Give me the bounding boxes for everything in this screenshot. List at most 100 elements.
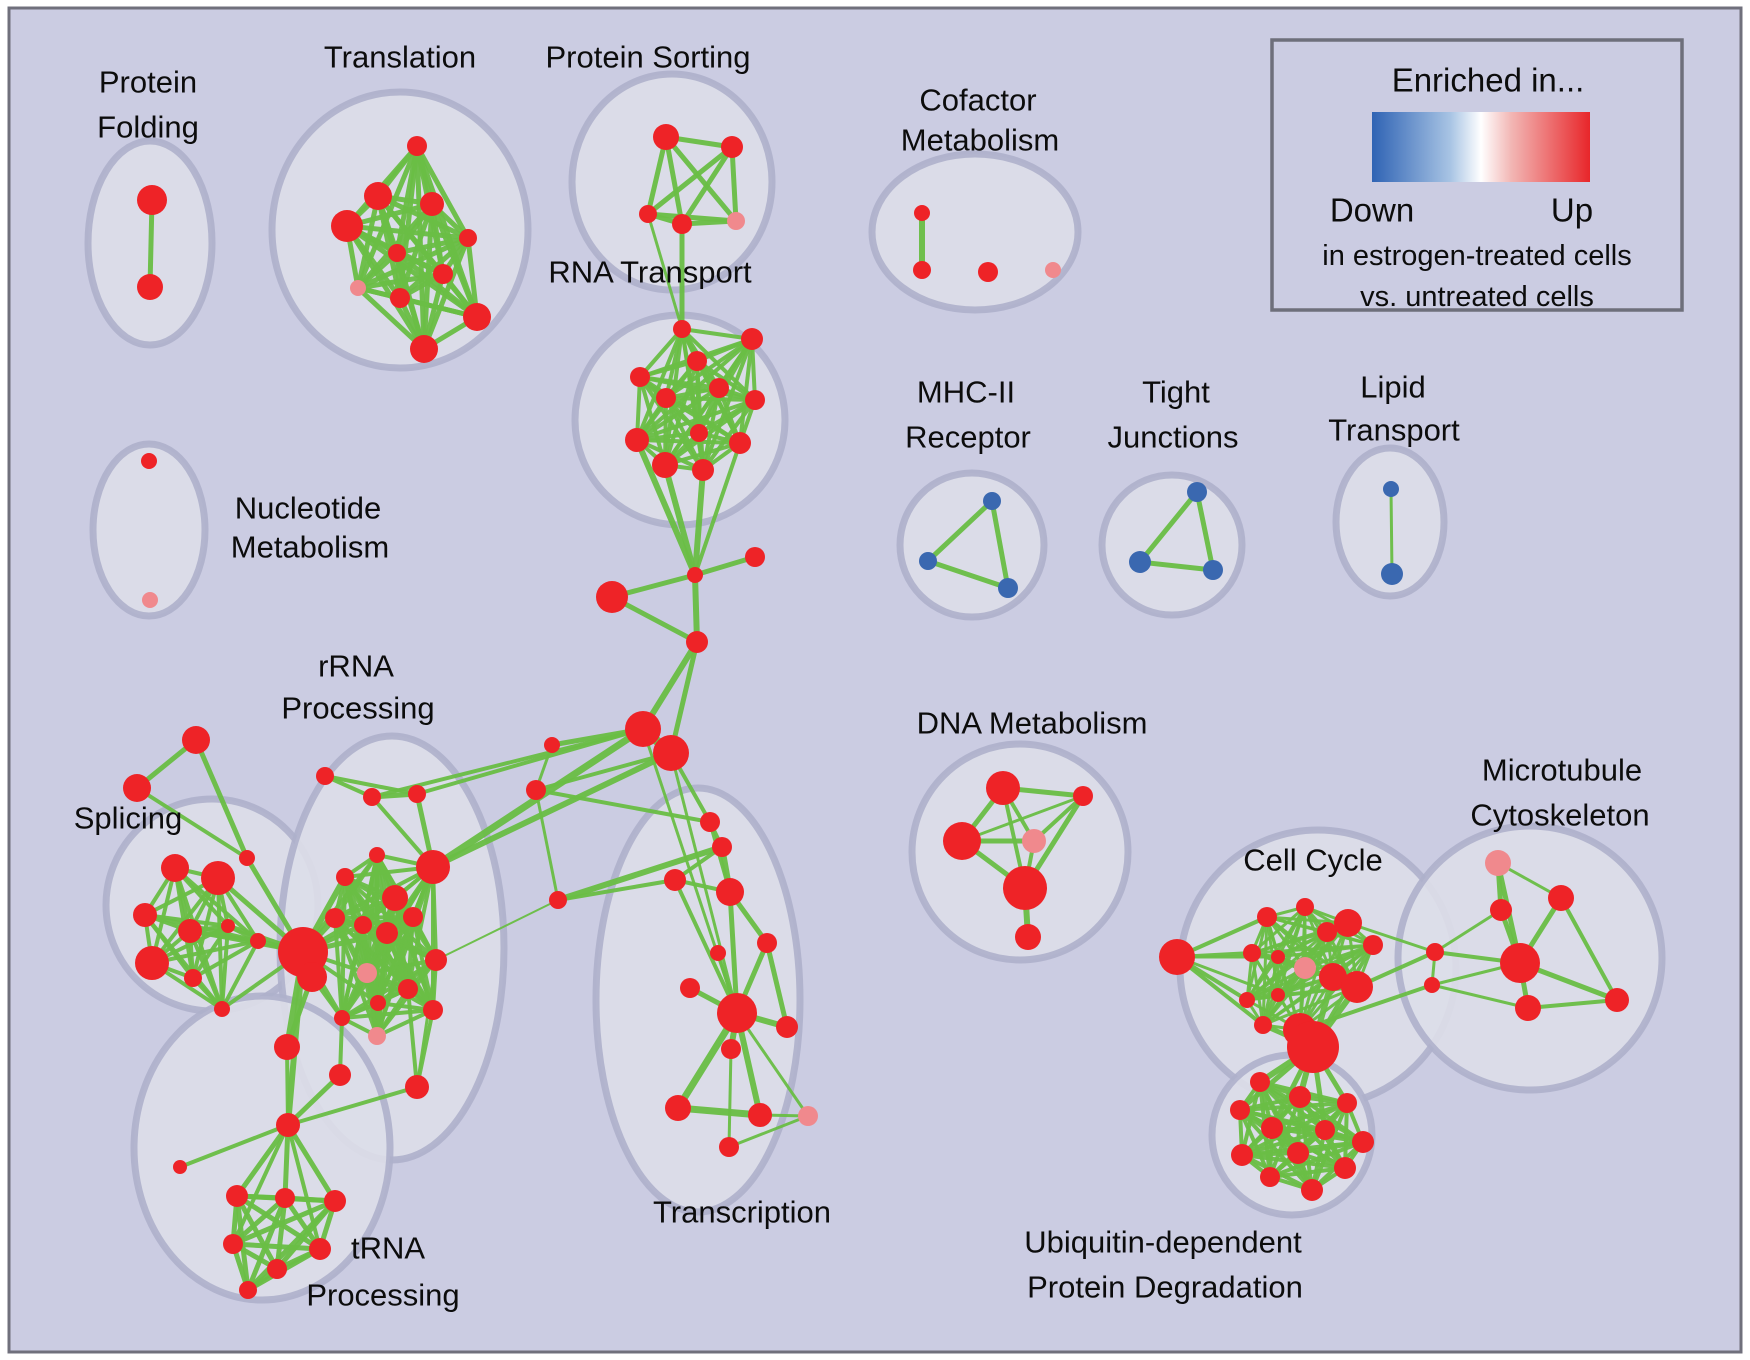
overlap-edge-h2-h4[interactable] [230,1195,288,1247]
overlap-edge-ps1-ps4[interactable] [663,134,685,227]
overlap-edge-r20-r22[interactable] [285,1072,343,1128]
gene-set-node-tj2[interactable] [1129,551,1151,573]
gene-set-node-r10[interactable] [354,916,372,934]
gene-set-node-t1[interactable] [407,136,427,156]
overlap-edge-rt9-rt10[interactable] [635,438,742,445]
gene-set-node-r13[interactable] [357,963,377,983]
overlap-edge-ps1-ps5[interactable] [663,134,739,224]
overlap-edge-r16-r18[interactable] [375,1008,435,1038]
gene-set-node-r3[interactable] [408,785,426,803]
gene-set-node-u8[interactable] [1231,1144,1253,1166]
gene-set-node-d3[interactable] [943,822,981,860]
overlap-edge-tj1-tj2[interactable] [1137,489,1200,565]
overlap-edge-ps3-rt1[interactable] [646,212,684,331]
overlap-edge-ps2-ps4[interactable] [679,144,735,227]
overlap-edge-u3-u4[interactable] [1238,1101,1349,1112]
gene-set-node-cf2[interactable] [913,261,931,279]
gene-set-node-cc13[interactable] [1254,1016,1272,1034]
gene-set-node-r18[interactable] [368,1027,386,1045]
gene-set-node-tr8[interactable] [776,1016,798,1038]
gene-set-node-s3[interactable] [133,903,157,927]
overlap-edge-mt6-mt5[interactable] [1526,998,1619,1010]
overlap-edge-trh-tr12[interactable] [735,1011,810,1118]
overlap-edge-r22-h4[interactable] [231,1123,290,1246]
gene-set-node-m1[interactable] [983,492,1001,510]
gene-set-node-tr10[interactable] [665,1095,691,1121]
gene-set-node-cc1[interactable] [1257,907,1277,927]
gene-set-node-rt12[interactable] [692,459,714,481]
gene-set-node-tr9[interactable] [721,1039,741,1059]
gene-set-node-t8[interactable] [350,280,366,296]
overlap-edge-s2-s8[interactable] [216,876,224,1011]
gene-set-node-s2[interactable] [201,861,235,895]
overlap-edge-d3-d2[interactable] [960,794,1085,843]
gene-set-node-r4[interactable] [369,847,385,863]
gene-set-node-s8[interactable] [214,1001,230,1017]
overlap-edge-cc6-cc13[interactable] [1250,951,1265,1027]
gene-set-node-s9[interactable] [250,933,266,949]
gene-set-node-rt11[interactable] [652,452,678,478]
gene-set-node-cc7[interactable] [1271,950,1285,964]
gene-set-node-hub2[interactable] [297,962,327,992]
gene-set-node-cc6[interactable] [1243,944,1261,962]
gene-set-node-c5[interactable] [526,780,546,800]
overlap-edge-st2-st3[interactable] [135,786,249,860]
overlap-edge-rt11-j1[interactable] [662,462,698,578]
overlap-edge-u6-u8[interactable] [1240,1128,1327,1157]
overlap-edge-rt7-rt12[interactable] [701,398,757,472]
overlap-edge-rt12-j1[interactable] [692,467,706,578]
gene-set-node-ps2[interactable] [721,136,743,158]
gene-set-node-pair2[interactable] [653,735,689,771]
overlap-edge-s8-s9[interactable] [220,939,260,1011]
overlap-edge-t1-t5[interactable] [414,143,471,241]
gene-set-node-t10[interactable] [463,303,491,331]
gene-set-node-tr11[interactable] [748,1103,772,1127]
gene-set-node-ghub[interactable] [1287,1021,1339,1073]
gene-set-node-tj1[interactable] [1187,482,1207,502]
overlap-edge-r22-h3[interactable] [285,1122,338,1204]
gene-set-node-tr7[interactable] [680,978,700,998]
overlap-edge-rt4-rt7[interactable] [638,375,757,402]
gene-set-node-n2[interactable] [142,592,158,608]
overlap-edge-t6-t10[interactable] [394,250,480,320]
gene-set-node-d6[interactable] [1015,924,1041,950]
gene-set-node-ps4[interactable] [672,214,692,234]
overlap-edge-rt2-rt9[interactable] [738,337,754,445]
overlap-edge-rt1-rt7[interactable] [680,327,757,402]
overlap-edge-rt1-rt4[interactable] [638,327,684,379]
gene-set-node-trh[interactable] [717,993,757,1033]
overlap-edge-b1-cc4[interactable] [1346,921,1437,954]
overlap-edge-rt9-rt11[interactable] [663,441,742,467]
gene-set-node-u3[interactable] [1337,1093,1357,1113]
gene-set-node-mt2[interactable] [1548,885,1574,911]
overlap-edge-h3-h4[interactable] [230,1198,338,1247]
gene-set-node-rt7[interactable] [745,390,765,410]
overlap-edge-c6-c5[interactable] [534,788,560,902]
overlap-edge-h4-h5[interactable] [230,1241,323,1252]
overlap-edge-r22-ta[interactable] [178,1123,290,1169]
gene-set-node-lt2[interactable] [1381,563,1403,585]
gene-set-node-cf4[interactable] [1045,262,1061,278]
gene-set-node-h2[interactable] [275,1188,295,1208]
gene-set-node-tr6[interactable] [710,945,726,961]
overlap-edge-tr3-trh[interactable] [673,878,739,1015]
gene-set-node-tj3[interactable] [1203,560,1223,580]
overlap-edge-cc7-cc11[interactable] [1245,955,1280,1002]
gene-set-node-t2[interactable] [364,182,392,210]
overlap-edge-t7-t8[interactable] [355,271,446,291]
gene-set-node-m2[interactable] [919,552,937,570]
gene-set-node-tr2[interactable] [712,837,732,857]
overlap-edge-t5-t6[interactable] [394,235,471,256]
gene-set-node-s4[interactable] [178,919,202,943]
gene-set-node-cf3[interactable] [978,262,998,282]
gene-set-node-c3[interactable] [686,631,708,653]
overlap-edge-j1-c3[interactable] [692,572,700,645]
gene-set-node-t4[interactable] [331,210,363,242]
overlap-edge-m1-m3[interactable] [989,498,1011,591]
overlap-edge-ps1-ps3[interactable] [645,134,669,217]
gene-set-node-ccl[interactable] [1159,939,1195,975]
gene-set-node-r22[interactable] [276,1113,300,1137]
gene-set-node-rt5[interactable] [709,378,729,398]
overlap-edge-ps2-ps5[interactable] [729,144,739,224]
overlap-edge-m2-m3[interactable] [925,558,1011,591]
